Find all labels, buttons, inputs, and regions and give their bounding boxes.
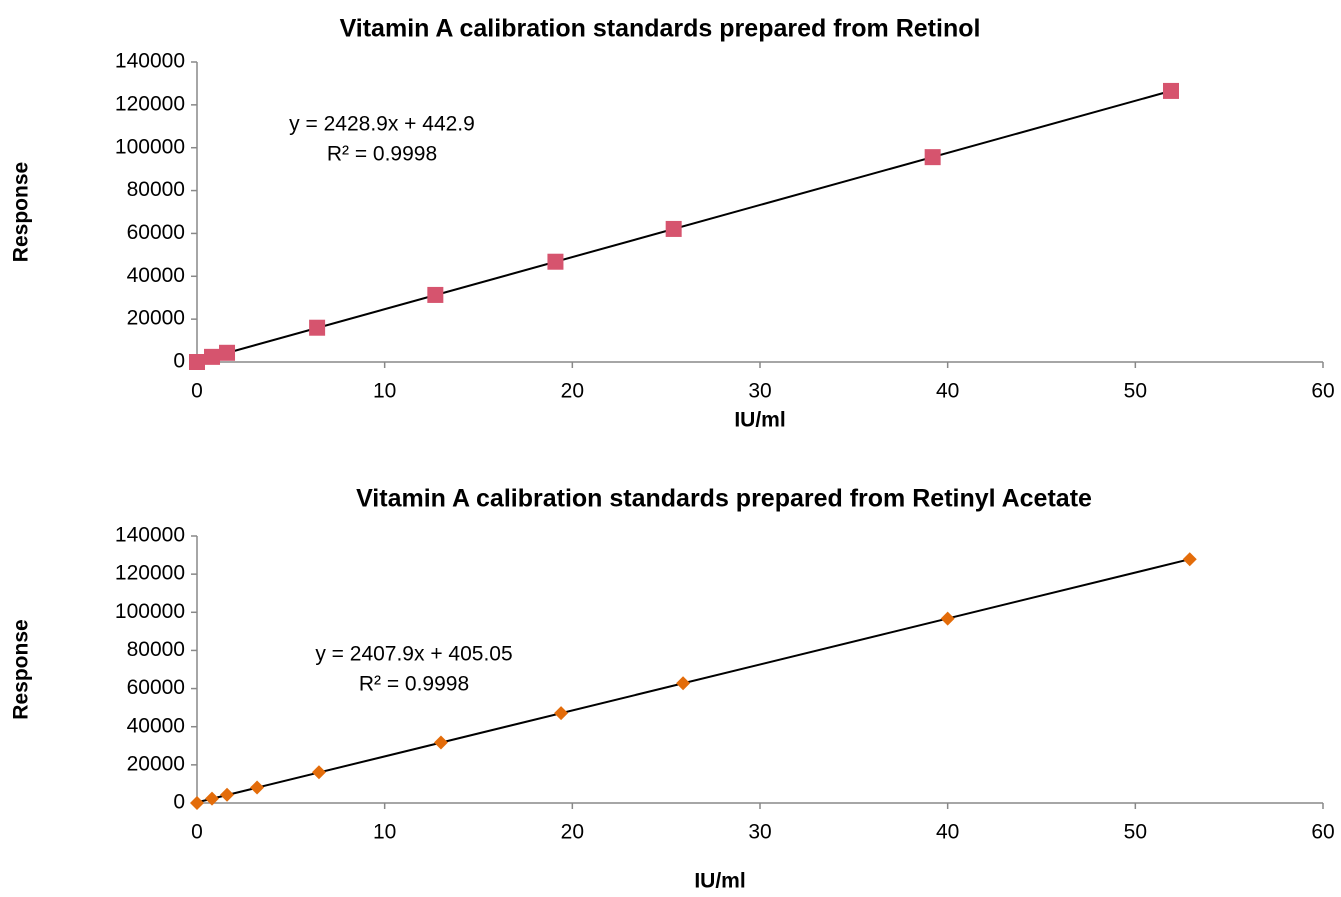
x-tick-label: 40 xyxy=(936,380,959,403)
point xyxy=(309,319,326,336)
y-tick-label: 40000 xyxy=(127,714,185,737)
point xyxy=(204,348,221,365)
point xyxy=(554,706,569,721)
equation: y = 2407.9x + 405.05 xyxy=(315,643,512,666)
point xyxy=(433,735,448,750)
y-tick-label: 80000 xyxy=(127,178,185,201)
point xyxy=(250,780,265,795)
x-tick-label: 30 xyxy=(748,380,771,403)
point xyxy=(924,149,941,166)
x-tick-label: 30 xyxy=(748,821,771,844)
chart-title: Vitamin A calibration standards prepared… xyxy=(356,485,1092,513)
x-tick-label: 60 xyxy=(1311,821,1334,844)
x-tick-label: 20 xyxy=(561,380,584,403)
equation: y = 2428.9x + 442.9 xyxy=(289,113,475,136)
point xyxy=(665,220,682,237)
y-tick-label: 140000 xyxy=(115,50,185,73)
y-tick-label: 20000 xyxy=(127,307,185,330)
y-tick-label: 0 xyxy=(173,791,185,814)
point xyxy=(1182,552,1197,567)
x-tick-label: 0 xyxy=(191,821,203,844)
y-tick-label: 120000 xyxy=(115,562,185,585)
y-axis-label: Response xyxy=(10,162,33,262)
x-tick-label: 0 xyxy=(191,380,203,403)
point xyxy=(205,791,220,806)
equation: R² = 0.9998 xyxy=(327,143,437,166)
point xyxy=(547,253,564,270)
y-tick-label: 0 xyxy=(173,350,185,373)
point xyxy=(219,344,236,361)
point xyxy=(220,787,235,802)
trendline xyxy=(196,558,1190,804)
y-tick-label: 140000 xyxy=(115,524,185,547)
y-tick-label: 20000 xyxy=(127,752,185,775)
point xyxy=(189,354,205,370)
y-axis-label: Response xyxy=(10,619,33,719)
x-axis-label: IU/ml xyxy=(694,870,745,892)
y-tick-label: 60000 xyxy=(127,676,185,699)
y-tick-label: 80000 xyxy=(127,638,185,661)
equation: R² = 0.9998 xyxy=(359,673,469,696)
x-tick-label: 20 xyxy=(561,821,584,844)
point xyxy=(676,676,691,691)
x-tick-label: 50 xyxy=(1124,821,1147,844)
y-tick-label: 120000 xyxy=(115,92,185,115)
trendline xyxy=(196,89,1172,363)
x-tick-label: 60 xyxy=(1311,380,1334,403)
y-tick-label: 100000 xyxy=(115,600,185,623)
y-tick-label: 60000 xyxy=(127,221,185,244)
chart-title: Vitamin A calibration standards prepared… xyxy=(340,15,981,43)
x-tick-label: 40 xyxy=(936,821,959,844)
x-axis-label: IU/ml xyxy=(734,409,785,432)
point xyxy=(190,796,204,810)
point xyxy=(940,611,955,626)
point xyxy=(1162,82,1179,99)
x-tick-label: 50 xyxy=(1124,380,1147,403)
point xyxy=(311,765,326,780)
y-tick-label: 40000 xyxy=(127,264,185,287)
point xyxy=(427,286,444,303)
y-tick-label: 100000 xyxy=(115,135,185,158)
x-tick-label: 10 xyxy=(373,821,396,844)
x-tick-label: 10 xyxy=(373,380,396,403)
